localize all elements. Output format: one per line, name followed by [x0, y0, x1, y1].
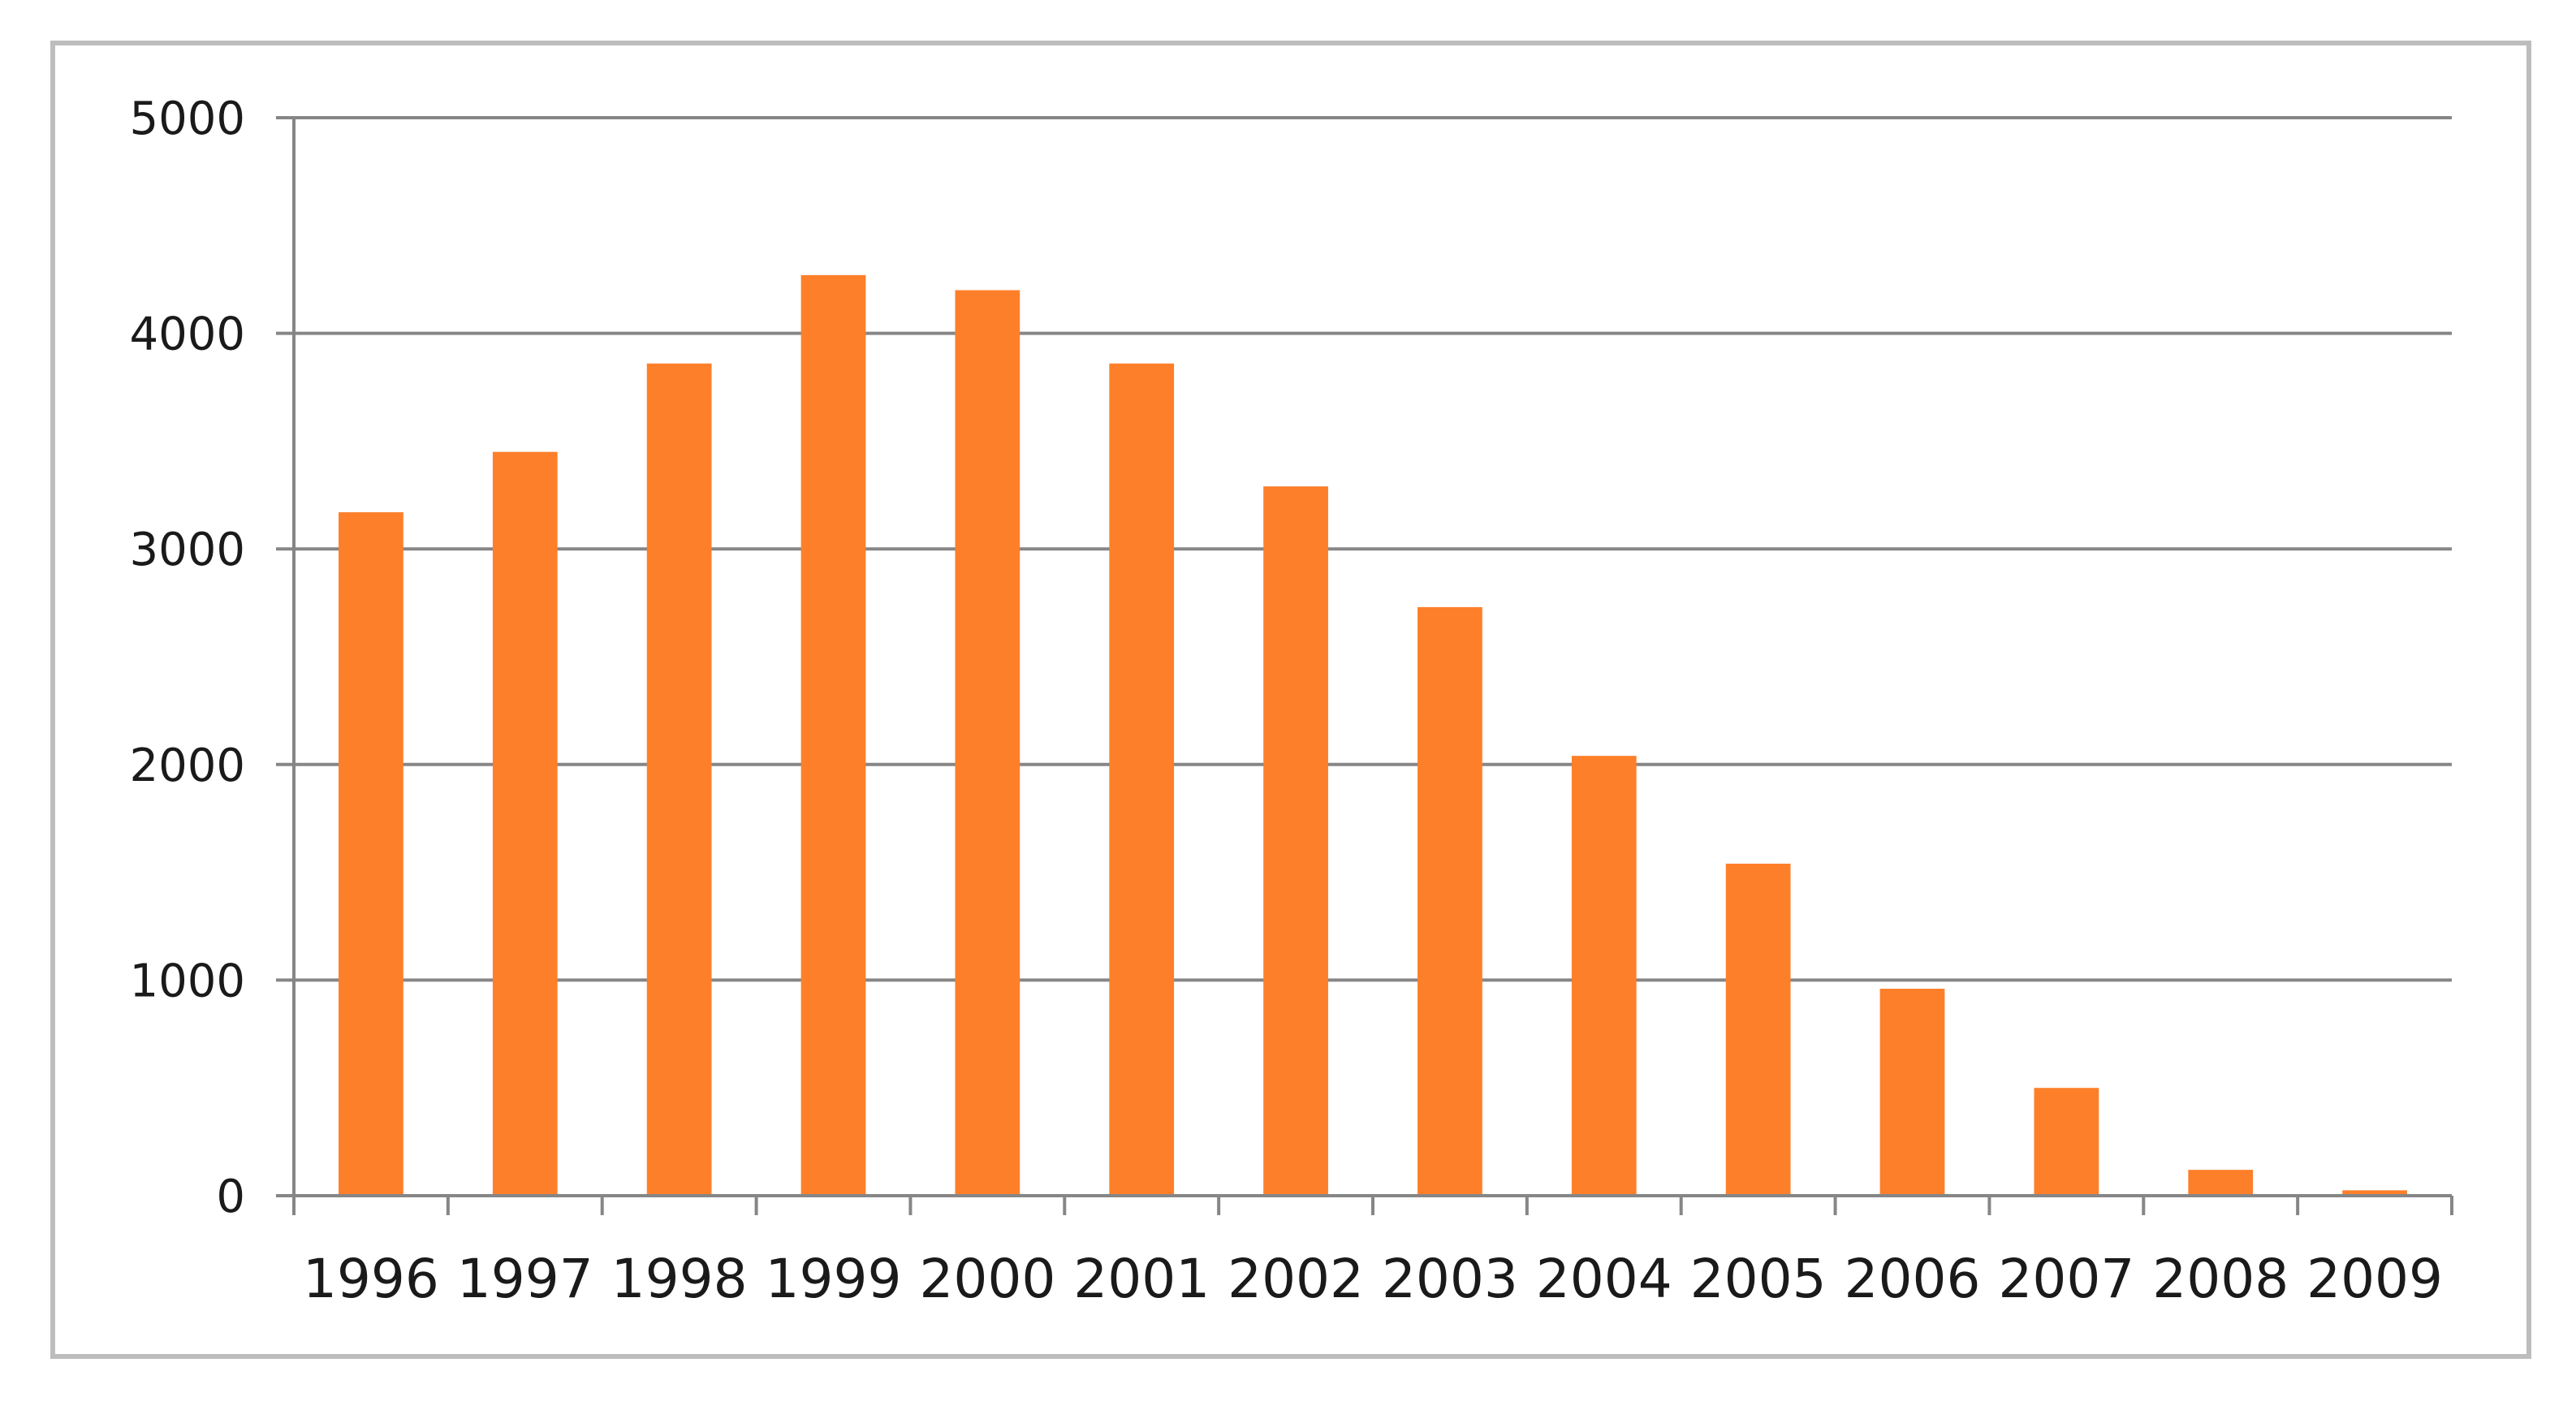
x-tick-label: 1997 [457, 1248, 593, 1310]
bar-2002 [1263, 486, 1328, 1196]
x-tick-label: 2001 [1073, 1248, 1210, 1310]
x-tick-label: 2004 [1536, 1248, 1672, 1310]
bar-2001 [1109, 363, 1175, 1197]
x-tick-label: 2007 [1998, 1248, 2134, 1310]
bar-2005 [1725, 863, 1791, 1196]
x-tick-label: 2006 [1845, 1248, 1981, 1310]
y-tick-label: 3000 [129, 524, 245, 576]
y-tick-labels: 0 1000 2000 3000 4000 5000 [129, 93, 245, 1223]
y-tick-label: 0 [216, 1171, 245, 1223]
bar-1996 [339, 512, 403, 1196]
x-tick-labels: 1996 1997 1998 1999 2000 2001 2002 2003 2004 2005… [303, 1248, 2443, 1310]
gridlines [294, 116, 2452, 982]
x-tick-label: 1999 [766, 1248, 902, 1310]
y-tick-label: 4000 [129, 308, 245, 361]
x-tick-label: 1998 [611, 1248, 748, 1310]
bars [339, 274, 2407, 1197]
x-tick-label: 2000 [919, 1248, 1055, 1310]
bar-2000 [955, 290, 1020, 1197]
bar-1999 [800, 274, 866, 1197]
x-tick-label: 2003 [1382, 1248, 1518, 1310]
x-tick-label: 2009 [2306, 1248, 2443, 1310]
bar-2007 [2034, 1088, 2099, 1196]
x-tick-label: 2002 [1228, 1248, 1364, 1310]
bar-2009 [2342, 1190, 2407, 1196]
bar-2008 [2188, 1170, 2254, 1196]
axes [276, 116, 2453, 1215]
y-tick-label: 5000 [129, 93, 245, 145]
y-tick-label: 2000 [129, 739, 245, 792]
bar-2006 [1879, 989, 1945, 1196]
bar-2003 [1417, 606, 1482, 1196]
x-tick-label: 1996 [303, 1248, 439, 1310]
bar-1997 [492, 451, 558, 1196]
bar-2004 [1571, 756, 1637, 1196]
y-tick-label: 1000 [129, 955, 245, 1007]
x-tick-label: 2005 [1690, 1248, 1827, 1310]
x-tick-label: 2008 [2152, 1248, 2289, 1310]
bar-1998 [646, 363, 712, 1197]
